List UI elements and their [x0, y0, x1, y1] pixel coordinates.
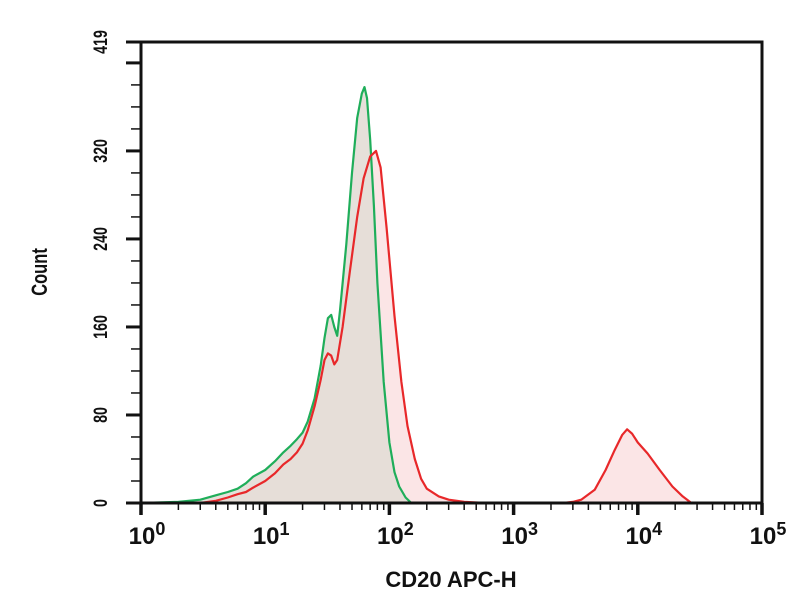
x-tick-label: 100: [129, 519, 166, 550]
x-tick-label: 102: [377, 519, 414, 550]
y-axis: 0 80 160 240 320 419: [90, 30, 141, 507]
x-axis-label: CD20 APC-H: [385, 567, 516, 592]
y-tick-label: 419: [90, 30, 111, 54]
x-axis: 100 101 102 103 104 105: [129, 503, 787, 550]
y-tick-label: 240: [90, 227, 111, 251]
x-tick-label: 103: [501, 519, 538, 550]
series-line-0: [140, 85, 413, 505]
series-line-1: [141, 149, 762, 505]
series-fill-0: [141, 87, 412, 503]
y-tick-label: 80: [90, 407, 111, 423]
y-tick-label: 0: [90, 499, 111, 507]
series-fill-1: [141, 150, 762, 503]
series-layer: [140, 85, 762, 505]
y-tick-label: 320: [90, 139, 111, 163]
x-tick-label: 104: [625, 519, 662, 550]
x-tick-label: 101: [253, 519, 290, 550]
plot-frame: [139, 40, 764, 505]
y-tick-label: 160: [90, 315, 111, 339]
x-tick-label: 105: [750, 519, 787, 550]
y-axis-label: Count: [28, 248, 53, 296]
